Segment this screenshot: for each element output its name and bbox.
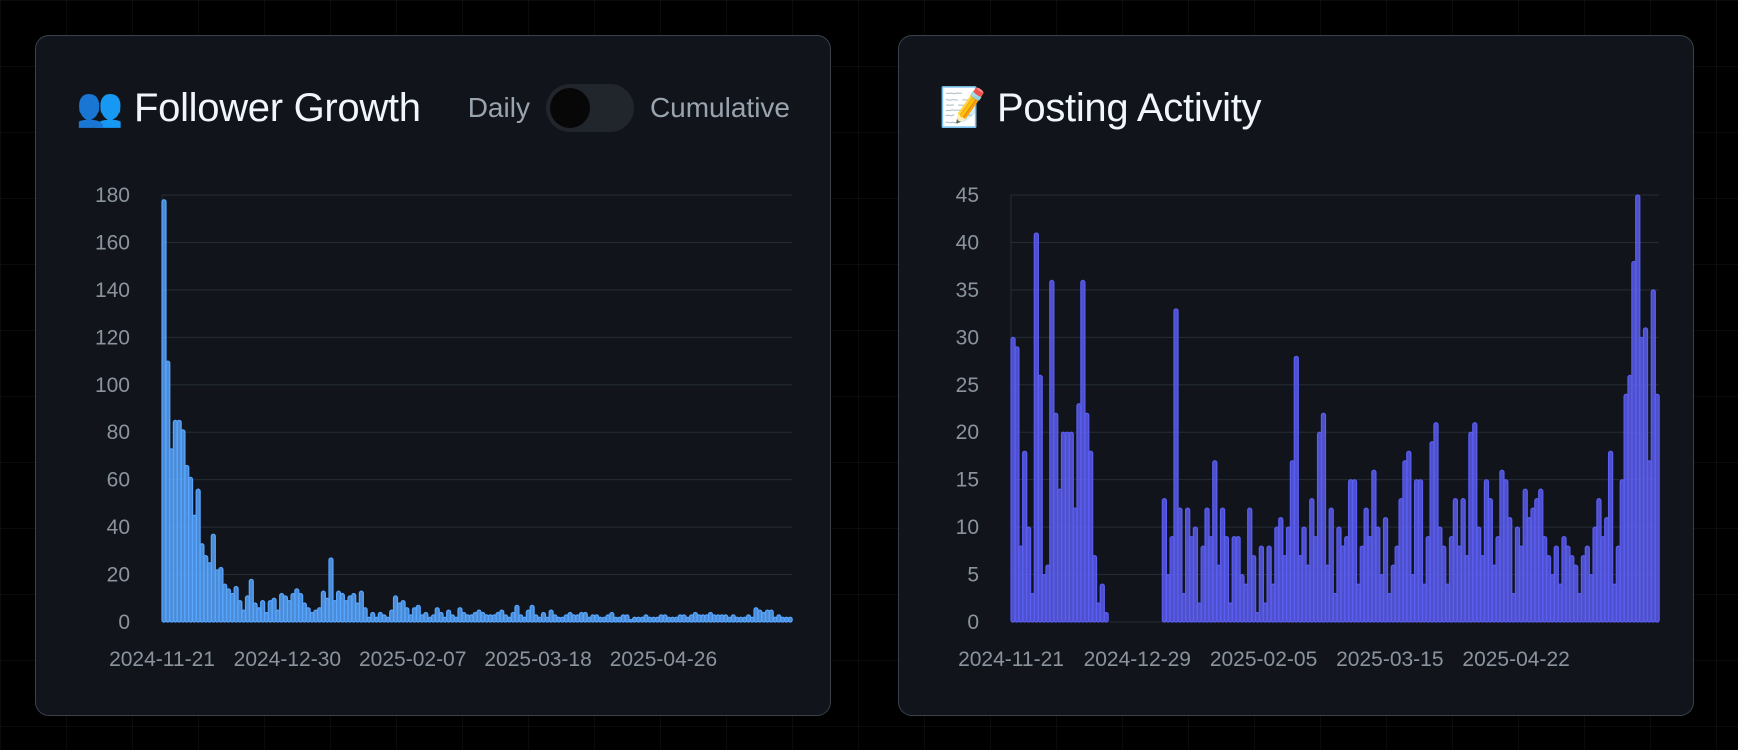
posting-activity-title: Posting Activity bbox=[997, 85, 1262, 130]
posting-y-tick-label: 40 bbox=[956, 231, 979, 254]
posting-bar bbox=[1173, 308, 1179, 623]
followers-y-tick-label: 80 bbox=[107, 421, 130, 444]
posting-bar bbox=[1192, 526, 1199, 623]
followers-x-tick-label: 2024-11-21 bbox=[109, 648, 215, 671]
followers-icon: 👥 bbox=[76, 87, 124, 129]
posting-y-tick-label: 15 bbox=[956, 469, 979, 492]
posting-activity-header: 📝 Posting Activity bbox=[939, 80, 1653, 136]
posting-y-tick-label: 5 bbox=[967, 564, 979, 587]
posting-activity-card: 📝 Posting Activity 0 5 10 15 20 25 30 35 40 45 202… bbox=[898, 35, 1694, 716]
followers-y-tick-label: 120 bbox=[95, 326, 130, 349]
posting-bar bbox=[1250, 554, 1257, 623]
follower-growth-card: 👥 Follower Growth Daily Cumulative 0 20 40… bbox=[35, 35, 831, 716]
posting-x-tick-label: 2025-02-05 bbox=[1210, 648, 1317, 671]
posting-x-tick-label: 2024-12-29 bbox=[1084, 648, 1191, 671]
posting-bar bbox=[1037, 374, 1043, 623]
toggle-knob[interactable] bbox=[549, 88, 590, 128]
follower-growth-title: Follower Growth bbox=[134, 85, 421, 130]
posting-bar bbox=[1328, 507, 1334, 623]
followers-bar bbox=[624, 614, 630, 623]
posting-y-tick-label: 35 bbox=[956, 279, 979, 302]
posting-bar bbox=[1025, 526, 1032, 623]
followers-x-tick-label: 2025-03-18 bbox=[484, 648, 591, 671]
followers-bar bbox=[768, 609, 774, 623]
followers-x-tick-label: 2025-04-26 bbox=[610, 648, 717, 671]
posting-y-tick-label: 45 bbox=[956, 184, 979, 207]
followers-y-tick-label: 140 bbox=[95, 279, 130, 302]
followers-y-tick-label: 40 bbox=[107, 516, 130, 539]
posting-y-tick-label: 30 bbox=[956, 326, 979, 349]
posting-bar bbox=[1351, 479, 1358, 623]
followers-y-tick-label: 60 bbox=[107, 469, 130, 492]
posting-bar bbox=[1103, 611, 1109, 623]
posting-bar bbox=[1177, 507, 1183, 623]
followers-bar bbox=[362, 607, 368, 623]
posting-bar bbox=[1088, 450, 1094, 623]
posting-bar bbox=[1417, 479, 1424, 623]
view-mode-toggle-group: Daily Cumulative bbox=[468, 84, 790, 132]
posting-x-tick-label: 2025-03-15 bbox=[1336, 648, 1443, 671]
follower-growth-header: 👥 Follower Growth Daily Cumulative bbox=[76, 80, 790, 136]
posting-y-tick-label: 10 bbox=[956, 516, 979, 539]
toggle-label-cumulative[interactable]: Cumulative bbox=[649, 92, 790, 123]
followers-bar bbox=[787, 616, 793, 623]
followers-bar bbox=[529, 604, 535, 623]
posting-y-tick-label: 20 bbox=[956, 421, 979, 444]
followers-bar bbox=[415, 604, 421, 623]
posting-x-tick-label: 2024-11-21 bbox=[958, 648, 1064, 671]
posting-bar bbox=[1161, 498, 1168, 623]
memo-icon: 📝 bbox=[939, 87, 987, 129]
posting-y-tick-label: 0 bbox=[967, 611, 979, 634]
followers-bar bbox=[260, 600, 266, 623]
posting-bar bbox=[1099, 583, 1105, 623]
posting-bar bbox=[1320, 412, 1327, 623]
followers-y-tick-label: 100 bbox=[95, 374, 130, 397]
followers-x-tick-label: 2024-12-30 bbox=[234, 648, 341, 671]
posting-x-tick-label: 2025-04-22 bbox=[1462, 648, 1569, 671]
posting-bar bbox=[1433, 422, 1439, 623]
posting-bar bbox=[1607, 450, 1614, 623]
toggle-label-daily[interactable]: Daily bbox=[467, 92, 530, 123]
posting-bar bbox=[1258, 545, 1265, 623]
posting-y-tick-label: 25 bbox=[956, 374, 979, 397]
posting-bar bbox=[1293, 355, 1299, 623]
posting-bar bbox=[1014, 346, 1020, 623]
followers-y-tick-label: 160 bbox=[95, 231, 130, 254]
followers-x-tick-label: 2025-02-07 bbox=[359, 648, 466, 671]
posting-bar bbox=[1472, 422, 1478, 623]
posting-bar bbox=[1091, 554, 1098, 623]
followers-bar bbox=[328, 557, 334, 623]
follower-growth-chart: 0 20 40 60 80 100 120 140 160 180 2024-11-21 2024-1… bbox=[95, 184, 793, 671]
posting-bar bbox=[1507, 517, 1513, 623]
posting-bar bbox=[1223, 536, 1230, 623]
followers-bar bbox=[514, 604, 520, 623]
posting-bar bbox=[1382, 517, 1389, 623]
posting-bar bbox=[1406, 450, 1412, 623]
posting-bar bbox=[1212, 460, 1218, 623]
followers-y-tick-label: 0 bbox=[118, 611, 130, 634]
daily-cumulative-toggle[interactable] bbox=[545, 84, 634, 132]
followers-y-tick-label: 180 bbox=[95, 184, 130, 207]
followers-bar bbox=[358, 590, 364, 623]
posting-bar bbox=[1487, 498, 1493, 623]
followers-bar bbox=[248, 578, 254, 623]
posting-bar bbox=[1654, 393, 1660, 623]
followers-y-tick-label: 20 bbox=[107, 564, 130, 587]
posting-activity-chart: 0 5 10 15 20 25 30 35 40 45 2024-11-21 2024-12-29 20… bbox=[956, 184, 1660, 671]
